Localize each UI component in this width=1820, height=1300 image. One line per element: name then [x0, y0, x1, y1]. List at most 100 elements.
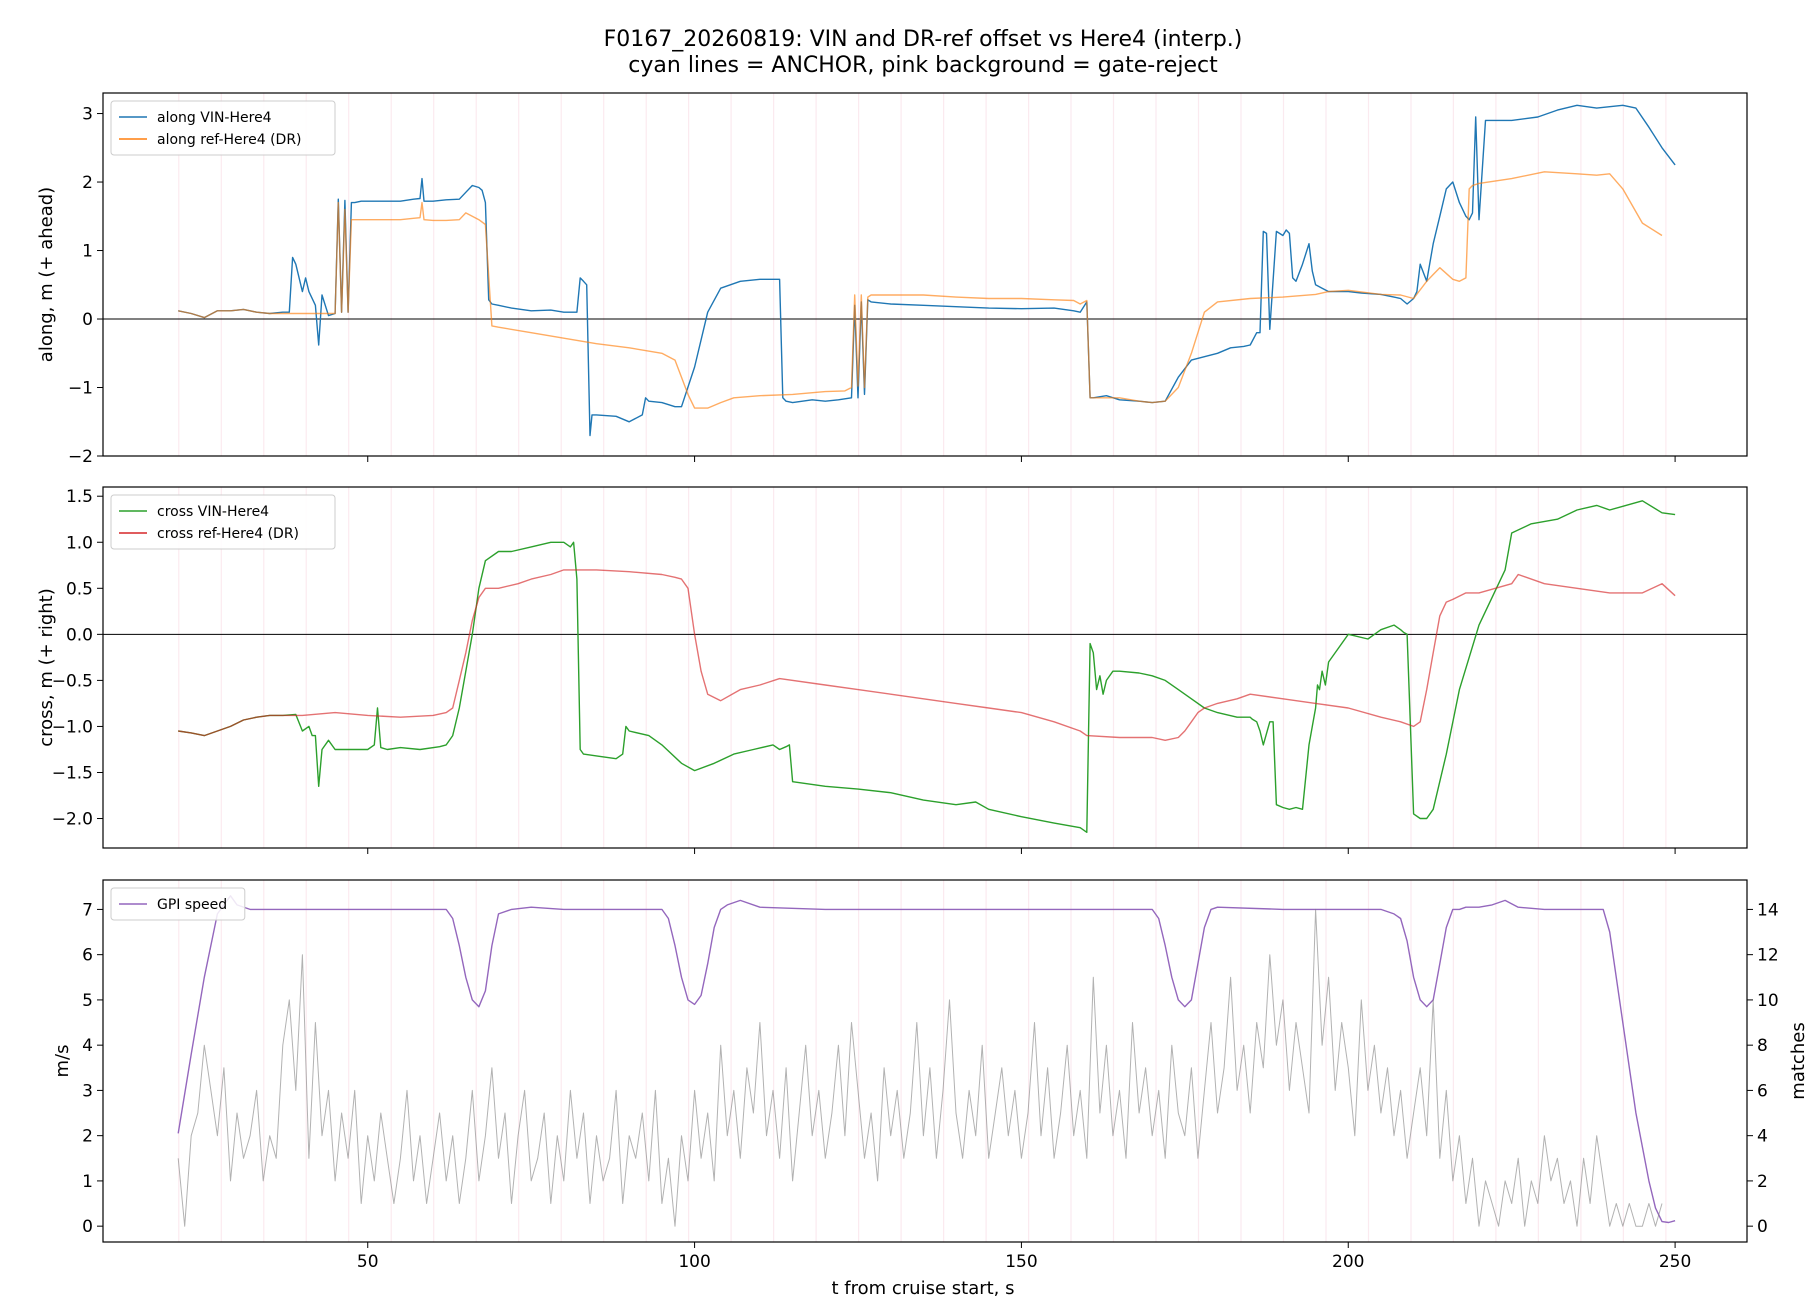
- gate-reject-band: [1410, 880, 1412, 1242]
- x-tick-label: 200: [1332, 1252, 1364, 1272]
- y-tick-label: 2: [82, 1127, 93, 1147]
- y-tick-label: 0.5: [66, 579, 93, 599]
- gate-reject-band: [815, 93, 817, 456]
- gate-reject-band: [688, 880, 690, 1242]
- gate-reject-band: [943, 487, 945, 848]
- gate-reject-band: [1325, 93, 1327, 456]
- y-right-tick-label: 8: [1757, 1036, 1768, 1056]
- gate-reject-band: [1112, 93, 1115, 456]
- gate-reject-band: [900, 487, 902, 848]
- gate-reject-band: [1367, 487, 1370, 848]
- gate-reject-band: [603, 93, 605, 456]
- gate-reject-band: [858, 487, 860, 848]
- gate-reject-band: [1070, 880, 1072, 1242]
- y-tick-label: 1: [82, 1172, 93, 1192]
- gate-reject-band: [985, 487, 987, 848]
- series-line-cross-ref-here4-dr-: [178, 569, 1676, 741]
- gate-reject-band: [1665, 93, 1667, 456]
- gate-reject-band: [1282, 93, 1285, 456]
- gate-reject-band: [900, 93, 902, 456]
- gate-reject-band: [1070, 93, 1072, 456]
- y-tick-label: 0: [82, 1217, 93, 1237]
- gate-reject-band: [433, 880, 435, 1242]
- gate-reject-band: [1367, 93, 1370, 456]
- y-right-axis-label: matches: [1788, 1022, 1809, 1099]
- chart-title: F0167_20260819: VIN and DR-ref offset vs…: [604, 27, 1243, 52]
- gate-reject-band: [1622, 880, 1624, 1242]
- axes-frame: [102, 92, 1748, 457]
- y-axis-label: cross, m (+ right): [36, 588, 57, 747]
- gate-reject-band: [1495, 880, 1497, 1242]
- gate-reject-band: [1155, 487, 1157, 848]
- y-tick-label: 2: [82, 173, 93, 193]
- gate-reject-band: [1537, 880, 1539, 1242]
- gate-reject-band: [220, 93, 222, 456]
- chart-subtitle: cyan lines = ANCHOR, pink background = g…: [628, 53, 1218, 78]
- gate-reject-band: [178, 487, 180, 848]
- gate-reject-bands: [178, 487, 1667, 848]
- x-tick-label: 150: [1005, 1252, 1037, 1272]
- gate-reject-band: [560, 880, 562, 1242]
- y-tick-label: 7: [82, 900, 93, 920]
- legend: cross VIN-Here4 cross ref-Here4 (DR): [110, 494, 336, 550]
- gate-reject-band: [1240, 93, 1242, 456]
- gate-reject-band: [1112, 487, 1115, 848]
- gate-reject-band: [475, 880, 477, 1242]
- gate-reject-band: [1028, 880, 1030, 1242]
- gate-reject-band: [560, 487, 562, 848]
- gate-reject-band: [1665, 487, 1667, 848]
- y-tick-label: −1.0: [52, 717, 93, 737]
- gate-reject-bands: [178, 93, 1667, 456]
- gate-reject-band: [1367, 880, 1370, 1242]
- y-tick-label: 6: [82, 946, 93, 966]
- gate-reject-band: [263, 880, 265, 1242]
- y-tick-label: 1.5: [66, 487, 93, 507]
- gate-reject-band: [1495, 487, 1497, 848]
- gate-reject-band: [943, 93, 945, 456]
- gate-reject-band: [1580, 880, 1582, 1242]
- x-tick-label: 100: [678, 1252, 710, 1272]
- gate-reject-band: [1282, 487, 1285, 848]
- x-tick-label: 50: [357, 1252, 379, 1272]
- y-tick-label: 1.0: [66, 533, 93, 553]
- y-right-tick-label: 0: [1757, 1217, 1768, 1237]
- gate-reject-band: [1155, 93, 1157, 456]
- y-tick-label: 4: [82, 1036, 93, 1056]
- gate-reject-band: [475, 93, 477, 456]
- gate-reject-band: [305, 487, 307, 848]
- gate-reject-band: [730, 487, 732, 848]
- gate-reject-band: [645, 93, 647, 456]
- gate-reject-band: [645, 487, 647, 848]
- y-tick-label: 0.0: [66, 625, 93, 645]
- gate-reject-band: [730, 880, 732, 1242]
- gate-reject-band: [773, 487, 775, 848]
- gate-reject-band: [390, 487, 392, 848]
- gate-reject-band: [603, 880, 605, 1242]
- gate-reject-band: [773, 93, 775, 456]
- gate-reject-band: [1282, 880, 1285, 1242]
- gate-reject-band: [1028, 487, 1030, 848]
- gate-reject-band: [985, 93, 987, 456]
- legend: GPI speed: [110, 887, 246, 921]
- gate-reject-band: [815, 487, 817, 848]
- x-tick-label: 250: [1659, 1252, 1691, 1272]
- gate-reject-band: [1665, 880, 1667, 1242]
- gate-reject-band: [1112, 880, 1115, 1242]
- series-line-along-ref-here4-dr-: [178, 171, 1663, 409]
- gate-reject-band: [433, 487, 435, 848]
- gate-reject-band: [858, 880, 860, 1242]
- gate-reject-band: [815, 880, 817, 1242]
- y-axis-label: m/s: [52, 1045, 73, 1078]
- gate-reject-band: [1240, 487, 1242, 848]
- y-tick-label: −2.0: [52, 810, 93, 830]
- gate-reject-band: [985, 880, 987, 1242]
- gate-reject-band: [263, 93, 265, 456]
- legend-entry: cross VIN-Here4: [157, 504, 269, 520]
- gate-reject-band: [178, 880, 180, 1242]
- axes-frame: [102, 486, 1748, 849]
- gate-reject-band: [1495, 93, 1497, 456]
- gate-reject-band: [1537, 93, 1539, 456]
- gate-reject-band: [773, 880, 775, 1242]
- gate-reject-band: [1410, 93, 1412, 456]
